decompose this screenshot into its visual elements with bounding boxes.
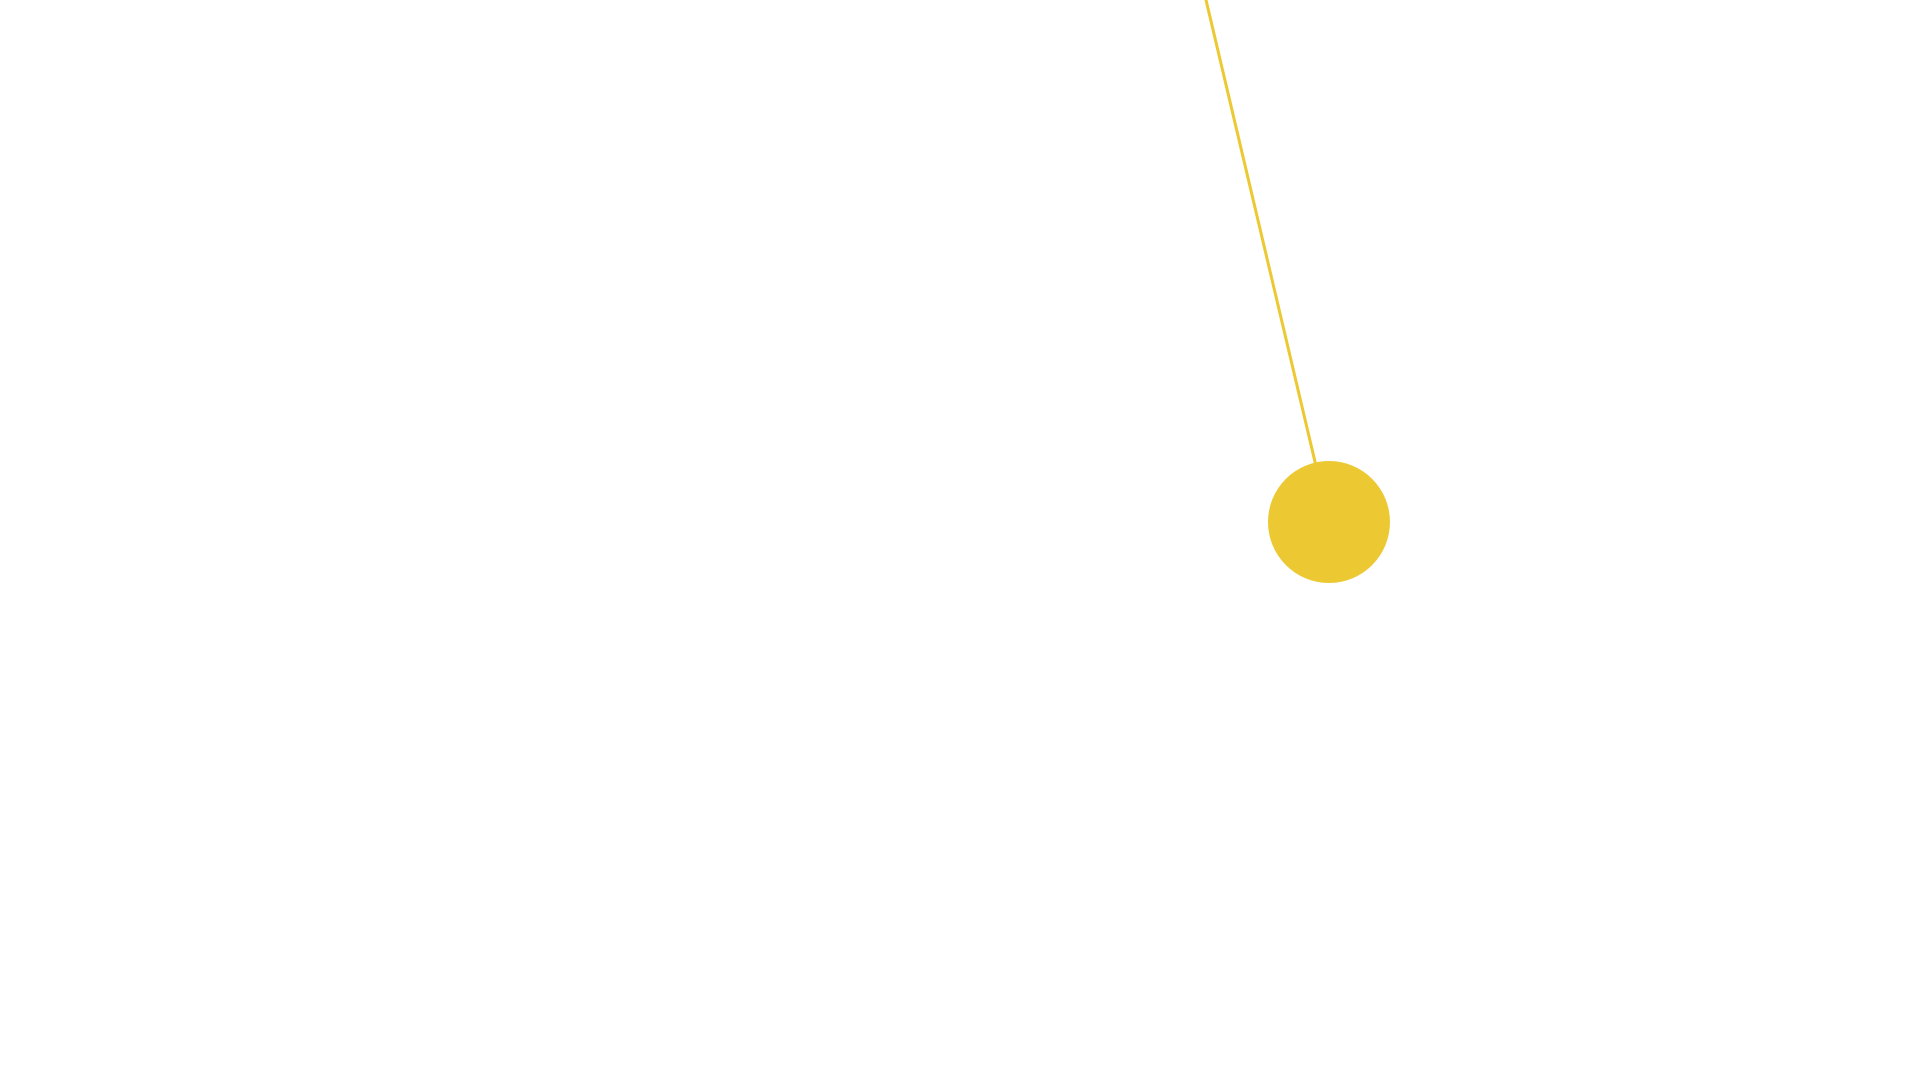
pendulum-bob[interactable]	[1268, 461, 1390, 583]
pendulum-string	[1204, 0, 1318, 468]
